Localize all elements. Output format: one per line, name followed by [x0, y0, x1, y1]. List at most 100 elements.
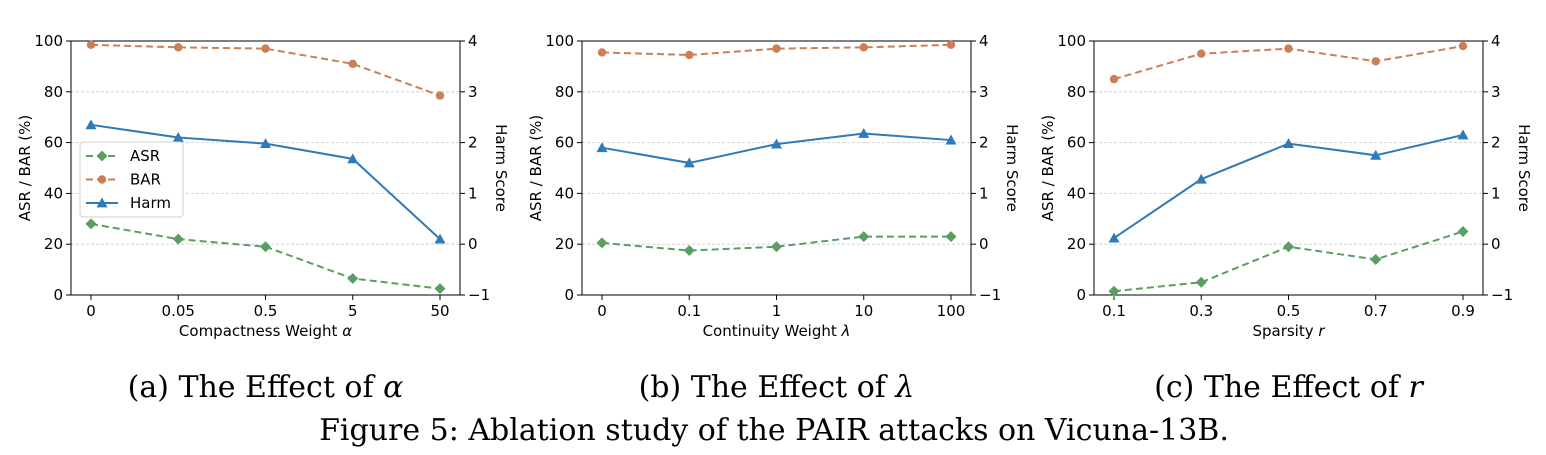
series-line-harm	[1113, 134, 1464, 239]
subcaption: (c) The Effect of r	[1154, 370, 1424, 405]
y-tick-label-right: 2	[1491, 134, 1501, 152]
y-tick-label-left: 100	[545, 32, 574, 50]
y-tick-label-left: 20	[44, 235, 63, 253]
data-point-asr	[347, 272, 359, 284]
data-point-harm	[85, 119, 97, 130]
y-tick-label-right: −1	[1491, 286, 1513, 304]
data-point-asr	[1195, 276, 1207, 288]
series-line-asr	[601, 235, 951, 252]
data-point-asr	[945, 231, 957, 243]
x-tick-label: 0.1	[677, 302, 701, 320]
data-point-harm	[1283, 138, 1294, 149]
plot-frame	[1093, 40, 1484, 296]
y-tick-label-left: 0	[564, 286, 574, 304]
y-tick-label-left: 60	[555, 134, 574, 152]
y-tick-label-right: 1	[1491, 184, 1501, 202]
data-point-harm	[1108, 232, 1120, 243]
data-point-harm	[945, 134, 957, 145]
data-point-asr	[172, 233, 184, 245]
data-point-harm	[260, 138, 271, 149]
data-point-bar	[1197, 49, 1206, 58]
y-axis-label-left: ASR / BAR (%)	[527, 115, 545, 222]
data-point-bar	[261, 44, 270, 53]
y-tick-label-right: 0	[468, 235, 478, 253]
data-point-bar	[1458, 41, 1468, 51]
y-tick-label-right: 3	[979, 83, 989, 101]
data-point-bar	[435, 91, 445, 100]
data-point-harm	[1370, 149, 1382, 160]
x-axis-label: Continuity Weight λ	[703, 322, 851, 340]
y-tick-label-right: 1	[468, 184, 478, 202]
y-tick-label-left: 0	[1076, 286, 1086, 304]
y-tick-label-right: 2	[979, 134, 989, 152]
data-point-bar	[1371, 57, 1380, 66]
x-tick-label: 10	[854, 302, 873, 320]
data-point-bar	[685, 50, 694, 60]
y-tick-label-right: 2	[468, 134, 478, 152]
y-tick-label-left: 80	[1067, 83, 1086, 101]
legend-marker-bar	[97, 175, 107, 184]
y-tick-label-left: 40	[1067, 184, 1086, 202]
data-point-asr	[596, 237, 608, 249]
x-tick-label: 0.9	[1451, 302, 1475, 320]
y-tick-label-left: 80	[44, 83, 63, 101]
data-point-asr	[858, 231, 870, 243]
series-line-bar	[90, 43, 441, 97]
data-point-harm	[771, 138, 782, 149]
y-tick-label-left: 60	[1067, 134, 1086, 152]
y-tick-label-left: 60	[44, 134, 63, 152]
y-axis-label-right: Harm Score	[492, 124, 510, 212]
data-point-asr	[1370, 253, 1382, 265]
x-tick-label: 50	[430, 302, 449, 320]
legend-marker-harm	[96, 197, 108, 208]
subcaption: (a) The Effect of α	[128, 370, 404, 405]
data-point-bar	[597, 48, 607, 57]
y-axis-label-right: Harm Score	[1515, 124, 1533, 212]
y-tick-label-left: 100	[1057, 32, 1086, 50]
data-point-harm	[434, 233, 446, 244]
data-point-asr	[771, 241, 782, 253]
x-tick-label: 0.5	[1277, 302, 1301, 320]
data-point-asr	[1283, 241, 1294, 253]
data-point-asr	[260, 241, 271, 253]
x-tick-label: 0.3	[1189, 302, 1213, 320]
data-point-asr	[434, 283, 446, 295]
series-line-bar	[601, 43, 952, 56]
x-tick-label: 5	[348, 302, 358, 320]
data-point-harm	[596, 142, 608, 153]
data-point-bar	[174, 43, 183, 52]
x-tick-label: 0	[86, 302, 96, 320]
y-tick-label-right: 0	[979, 235, 989, 253]
y-tick-label-right: 4	[468, 32, 478, 50]
y-tick-label-left: 20	[1067, 235, 1086, 253]
data-point-harm	[172, 132, 184, 142]
y-axis-label-right: Harm Score	[1003, 124, 1021, 212]
data-point-harm	[347, 153, 359, 164]
legend: ASR BAR Harm	[79, 141, 184, 218]
data-point-bar	[1284, 44, 1293, 53]
y-tick-label-right: 3	[1491, 83, 1501, 101]
y-tick-label-right: 1	[979, 184, 989, 202]
data-point-harm	[1457, 129, 1469, 140]
x-tick-label: 0.1	[1102, 302, 1126, 320]
y-tick-label-right: 3	[468, 83, 478, 101]
y-tick-label-left: 100	[34, 32, 63, 50]
legend-marker-asr	[96, 150, 108, 162]
x-tick-label: 0.05	[162, 302, 195, 320]
y-tick-label-left: 20	[555, 235, 574, 253]
plot-frame	[581, 40, 972, 296]
plot-frame	[70, 40, 461, 296]
legend-label-asr: ASR	[130, 147, 160, 165]
x-tick-label: 0.5	[254, 302, 278, 320]
series-line-asr	[1113, 230, 1464, 293]
x-tick-label: 100	[937, 302, 966, 320]
y-tick-label-right: −1	[468, 286, 490, 304]
data-point-asr	[1108, 285, 1120, 297]
data-point-bar	[946, 40, 956, 50]
x-tick-label: 0.7	[1364, 302, 1388, 320]
data-point-bar	[1109, 74, 1119, 84]
x-axis-label: Sparsity r	[1252, 322, 1325, 340]
y-tick-label-right: −1	[979, 286, 1001, 304]
